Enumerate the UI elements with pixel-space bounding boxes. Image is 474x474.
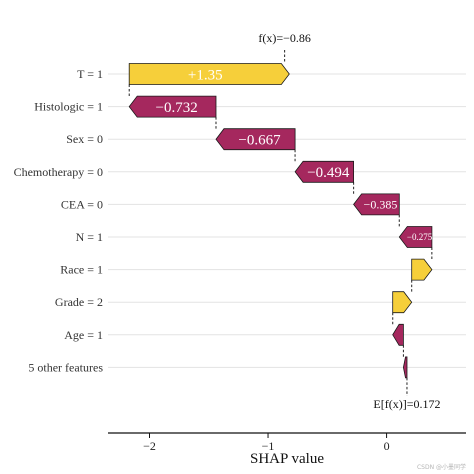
connector-lines (128, 50, 433, 396)
value-annotations: f(x)=−0.86 E[f(x)]=0.172 (258, 31, 440, 411)
bar (128, 95, 217, 118)
bar-value-label: +1.35 (188, 67, 223, 83)
bar (411, 258, 433, 281)
bar-value-label: −0.732 (155, 100, 197, 116)
bar-value-label: −0.494 (307, 165, 350, 181)
feature-label: N = 1 (76, 230, 103, 244)
final-value-label: f(x)=−0.86 (258, 31, 311, 45)
bar-value-label: −0.667 (238, 133, 281, 149)
feature-label: Histologic = 1 (34, 100, 103, 114)
x-axis-ticks: −2 −1 0 (143, 433, 390, 453)
feature-label: Race = 1 (60, 263, 103, 277)
feature-label: Age = 1 (64, 328, 103, 342)
x-tick-label: −2 (143, 439, 156, 453)
x-tick-label: 0 (384, 439, 390, 453)
bar (353, 193, 400, 216)
bars: +1.35 −0.732 −0.667 −0.494 −0.385 −0.275 (128, 63, 433, 379)
bar (128, 63, 290, 85)
bar (294, 160, 355, 183)
x-tick-label: −1 (262, 439, 275, 453)
grid-lines (108, 73, 466, 368)
bar (215, 128, 296, 151)
bar-value-label: −0.275 (407, 232, 433, 242)
bar (402, 356, 408, 379)
x-axis: −2 −1 0 SHAP value (108, 432, 466, 467)
bar (392, 291, 413, 314)
feature-label: T = 1 (77, 67, 103, 81)
base-value-label: E[f(x)]=0.172 (373, 397, 440, 411)
feature-label: CEA = 0 (61, 197, 103, 211)
feature-labels: T = 1 Histologic = 1 Sex = 0 Chemotherapy =… (14, 67, 104, 374)
feature-label: Grade = 2 (55, 295, 103, 309)
bar-value-label: −0.385 (364, 198, 398, 212)
bar (398, 226, 433, 248)
watermark: CSDN @小墨同学 (416, 464, 466, 471)
bar (392, 323, 404, 346)
x-axis-label: SHAP value (250, 451, 324, 467)
feature-label: Sex = 0 (66, 132, 103, 146)
feature-label: Chemotherapy = 0 (14, 165, 103, 179)
feature-label: 5 other features (28, 360, 103, 374)
